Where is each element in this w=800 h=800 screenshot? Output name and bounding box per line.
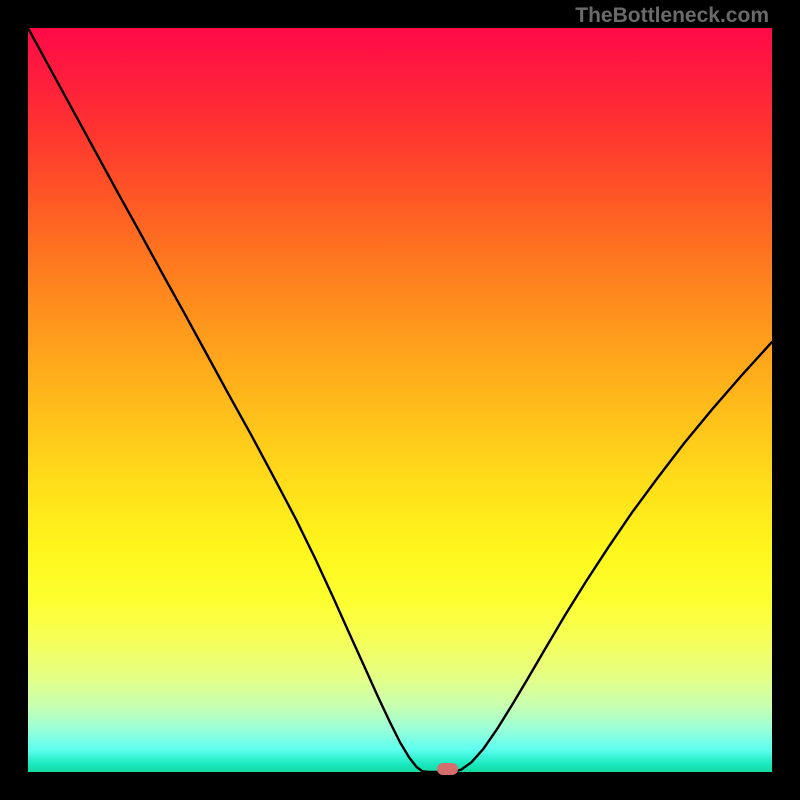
optimum-marker <box>437 763 458 775</box>
curve-path <box>28 28 772 772</box>
chart-frame: TheBottleneck.com <box>0 0 800 800</box>
watermark-text: TheBottleneck.com <box>575 4 769 28</box>
bottleneck-curve <box>0 0 800 800</box>
